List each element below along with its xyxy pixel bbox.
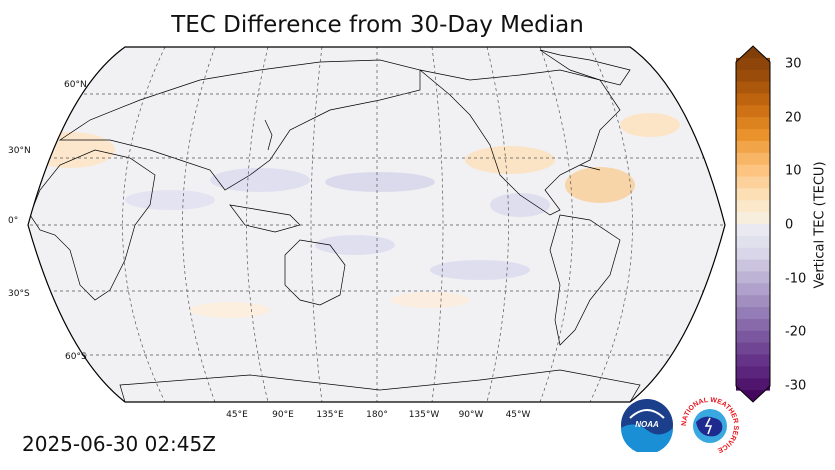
timestamp: 2025-06-30 02:45Z bbox=[22, 432, 216, 456]
map-boundary bbox=[27, 46, 726, 403]
colorbar-band bbox=[736, 307, 770, 320]
noaa-logo-text: NOAA bbox=[635, 420, 659, 429]
lat-label-60s: 60°S bbox=[65, 352, 87, 362]
colorbar-tick-minus30: -30 bbox=[785, 378, 807, 394]
noaa-logo: NOAA bbox=[621, 399, 673, 452]
colorbar bbox=[735, 45, 771, 403]
colorbar-band bbox=[736, 200, 770, 213]
lon-label-135w: 135°W bbox=[408, 410, 440, 420]
lon-label-45w: 45°W bbox=[505, 410, 531, 420]
colorbar-band bbox=[736, 295, 770, 308]
colorbar-band bbox=[736, 212, 770, 225]
colorbar-label: Vertical TEC (TECU) bbox=[812, 161, 828, 289]
colorbar-tick-minus10: -10 bbox=[785, 271, 807, 287]
lat-label-30s: 30°S bbox=[8, 289, 30, 299]
lat-label-60n: 60°N bbox=[64, 80, 87, 90]
colorbar-band bbox=[736, 318, 770, 332]
lon-label-135e: 135°E bbox=[316, 410, 344, 420]
colorbar-band bbox=[736, 152, 770, 166]
lon-label-90e: 90°E bbox=[272, 410, 294, 420]
lon-label-180: 180° bbox=[366, 410, 388, 420]
lon-label-45e: 45°E bbox=[226, 410, 248, 420]
colorbar-band bbox=[736, 176, 770, 189]
colorbar-band bbox=[736, 378, 770, 391]
colorbar-outline bbox=[735, 45, 771, 403]
colorbar-band bbox=[736, 105, 770, 118]
colorbar-band bbox=[736, 354, 770, 367]
colorbar-band bbox=[736, 271, 770, 284]
colorbar-band bbox=[736, 81, 770, 94]
colorbar-band bbox=[736, 386, 770, 402]
lat-label-equator: 0° bbox=[8, 216, 19, 226]
colorbar-band bbox=[736, 117, 770, 130]
colorbar-band bbox=[736, 57, 770, 71]
colorbar-band bbox=[736, 330, 770, 344]
continent-outlines bbox=[29, 49, 641, 402]
colorbar-tick-20: 20 bbox=[785, 110, 802, 126]
colorbar-band bbox=[736, 283, 770, 296]
colorbar-band bbox=[736, 140, 770, 154]
colorbar-band bbox=[736, 247, 770, 261]
colorbar-tick-0: 0 bbox=[785, 217, 794, 233]
map-gridlines bbox=[28, 47, 725, 402]
colorbar-band bbox=[736, 164, 770, 178]
colorbar-band bbox=[736, 235, 770, 249]
tec-anomaly-field bbox=[28, 113, 680, 318]
colorbar-tick-30: 30 bbox=[785, 56, 802, 72]
colorbar-band bbox=[736, 93, 770, 106]
colorbar-band bbox=[736, 259, 770, 272]
colorbar-band bbox=[736, 69, 770, 83]
colorbar-band bbox=[736, 342, 770, 356]
colorbar-tick-minus20: -20 bbox=[785, 324, 807, 340]
colorbar-band bbox=[736, 188, 770, 201]
nws-logo: NATIONAL WEATHER SERVICE bbox=[681, 397, 739, 454]
lat-label-30n: 30°N bbox=[8, 146, 31, 156]
colorbar-bands bbox=[736, 46, 770, 402]
colorbar-band bbox=[736, 224, 770, 237]
colorbar-tick-10: 10 bbox=[785, 163, 802, 179]
map-title: TEC Difference from 30-Day Median bbox=[171, 12, 584, 38]
colorbar-band bbox=[736, 129, 770, 142]
lon-label-90w: 90°W bbox=[458, 410, 484, 420]
colorbar-band bbox=[736, 366, 770, 379]
